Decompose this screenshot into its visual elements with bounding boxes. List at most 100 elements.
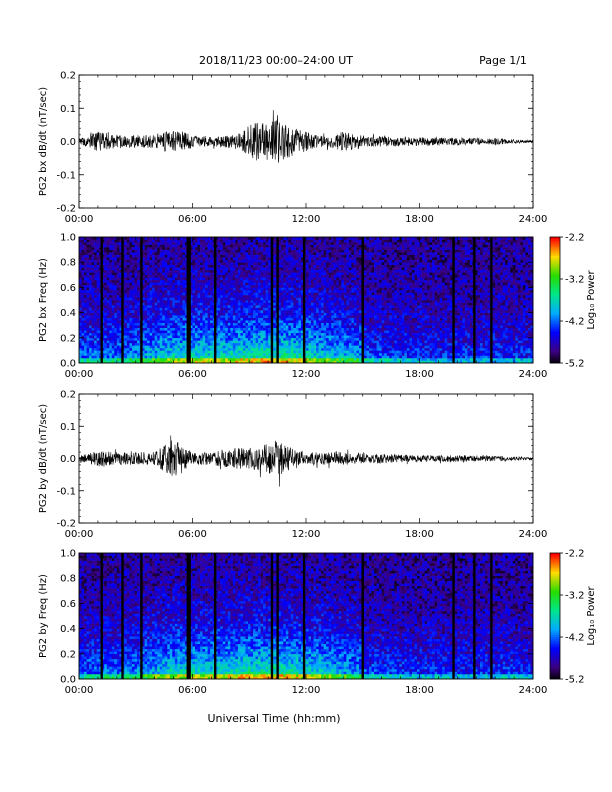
spectrogram-cell bbox=[281, 308, 284, 311]
x-axis-label: Universal Time (hh:mm) bbox=[208, 712, 341, 725]
spectrogram-cell bbox=[266, 282, 269, 285]
spectrogram-cell bbox=[129, 330, 132, 333]
spectrogram-cell bbox=[150, 280, 153, 283]
spectrogram-cell bbox=[258, 267, 261, 270]
spectrogram-cell bbox=[288, 348, 291, 351]
spectrogram-cell bbox=[253, 313, 256, 316]
spectrogram-cell bbox=[198, 340, 201, 343]
spectrogram-cell bbox=[256, 318, 259, 321]
spectrogram-cell bbox=[170, 242, 173, 245]
spectrogram-cell bbox=[243, 285, 246, 288]
spectrogram-cell bbox=[218, 265, 221, 268]
spectrogram-cell bbox=[258, 353, 261, 356]
spectrogram-cell bbox=[314, 345, 317, 348]
spectrogram-cell bbox=[160, 355, 163, 358]
spectrogram-cell bbox=[319, 328, 322, 331]
spectrogram-cell bbox=[107, 295, 110, 298]
spectrogram-cell bbox=[198, 315, 201, 318]
spectrogram-cell bbox=[240, 323, 243, 326]
spectrogram-cell bbox=[230, 328, 233, 331]
spectrogram-cell bbox=[170, 333, 173, 336]
spectrogram-cell bbox=[293, 308, 296, 311]
spectrogram-cell bbox=[228, 303, 231, 306]
spectrogram-cell bbox=[314, 353, 317, 356]
spectrogram-cell bbox=[162, 310, 165, 313]
spectrogram-cell bbox=[266, 240, 269, 243]
spectrogram-cell bbox=[243, 348, 246, 351]
spectrogram-cell bbox=[162, 295, 165, 298]
spectrogram-cell bbox=[281, 313, 284, 316]
spectrogram-cell bbox=[286, 290, 289, 293]
spectrogram-cell bbox=[233, 295, 236, 298]
spectrogram-cell bbox=[235, 295, 238, 298]
spectrogram-cell bbox=[193, 277, 196, 280]
spectrogram-cell bbox=[253, 330, 256, 333]
spectrogram-cell bbox=[228, 350, 231, 353]
spectrogram-cell bbox=[137, 333, 140, 336]
spectrogram-cell bbox=[160, 348, 163, 351]
spectrogram-cell bbox=[180, 320, 183, 323]
spectrogram-cell bbox=[94, 277, 97, 280]
spectrogram-cell bbox=[230, 287, 233, 290]
spectrogram-cell bbox=[182, 267, 185, 270]
spectrogram-cell bbox=[109, 295, 112, 298]
spectrogram-cell bbox=[218, 290, 221, 293]
spectrogram-cell bbox=[177, 315, 180, 318]
spectrogram-cell bbox=[208, 315, 211, 318]
spectrogram-cell bbox=[235, 245, 238, 248]
spectrogram-cell bbox=[172, 308, 175, 311]
spectrogram-cell bbox=[114, 348, 117, 351]
spectrogram-cell bbox=[273, 255, 276, 258]
spectrogram-cell bbox=[220, 267, 223, 270]
spectrogram-cell bbox=[175, 318, 178, 321]
spectrogram-cell bbox=[288, 247, 291, 250]
spectrogram-cell bbox=[316, 340, 319, 343]
spectrogram-cell bbox=[296, 267, 299, 270]
spectrogram-cell bbox=[319, 315, 322, 318]
spectrogram-cell bbox=[281, 300, 284, 303]
spectrogram-cell bbox=[193, 315, 196, 318]
spectrogram-cell bbox=[180, 305, 183, 308]
spectrogram-cell bbox=[288, 280, 291, 283]
spectrogram-cell bbox=[89, 355, 92, 358]
spectrogram-cell bbox=[314, 303, 317, 306]
spectrogram-cell bbox=[177, 358, 180, 361]
spectrogram-cell bbox=[170, 328, 173, 331]
spectrogram-cell bbox=[180, 330, 183, 333]
spectrogram-cell bbox=[218, 260, 221, 263]
spectrogram-cell bbox=[230, 290, 233, 293]
spectrogram-cell bbox=[258, 240, 261, 243]
spectrogram-cell bbox=[132, 250, 135, 253]
spectrogram-cell bbox=[314, 297, 317, 300]
spectrogram-cell bbox=[165, 353, 168, 356]
spectrogram-cell bbox=[203, 255, 206, 258]
spectrogram-cell bbox=[235, 325, 238, 328]
spectrogram-cell bbox=[261, 290, 264, 293]
spectrogram-cell bbox=[311, 250, 314, 253]
spectrogram-cell bbox=[286, 270, 289, 273]
spectrogram-cell bbox=[261, 348, 264, 351]
spectrogram-cell bbox=[107, 285, 110, 288]
spectrogram-cell bbox=[84, 247, 87, 250]
spectrogram-cell bbox=[293, 343, 296, 346]
spectrogram-cell bbox=[243, 280, 246, 283]
spectrogram-cell bbox=[233, 252, 236, 255]
spectrogram-cell bbox=[235, 285, 238, 288]
spectrogram-cell bbox=[157, 350, 160, 353]
spectrogram-cell bbox=[94, 275, 97, 278]
spectrogram-cell bbox=[228, 345, 231, 348]
spectrogram-cell bbox=[281, 277, 284, 280]
spectrogram-cell bbox=[283, 240, 286, 243]
spectrogram-cell bbox=[124, 247, 127, 250]
spectrogram-cell bbox=[298, 290, 301, 293]
spectrogram-cell bbox=[253, 295, 256, 298]
spectrogram-cell bbox=[84, 295, 87, 298]
spectrogram-cell bbox=[160, 343, 163, 346]
spectrogram-cell bbox=[235, 255, 238, 258]
spectrogram-cell bbox=[87, 330, 90, 333]
spectrogram-cell bbox=[298, 252, 301, 255]
spectrogram-cell bbox=[309, 277, 312, 280]
spectrogram-cell bbox=[152, 358, 155, 361]
spectrogram-cell bbox=[82, 255, 85, 258]
spectrogram-cell bbox=[293, 320, 296, 323]
